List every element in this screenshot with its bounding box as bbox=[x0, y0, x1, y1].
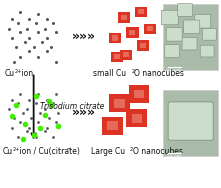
Text: ion / Cu(citrate): ion / Cu(citrate) bbox=[17, 147, 79, 156]
FancyBboxPatch shape bbox=[135, 7, 147, 17]
Text: 2: 2 bbox=[131, 69, 135, 74]
Text: 2+: 2+ bbox=[13, 147, 20, 152]
FancyBboxPatch shape bbox=[134, 89, 144, 99]
FancyBboxPatch shape bbox=[107, 121, 118, 130]
Text: »»»: »»» bbox=[72, 30, 96, 43]
FancyBboxPatch shape bbox=[129, 85, 149, 103]
Text: small Cu: small Cu bbox=[93, 69, 126, 78]
FancyBboxPatch shape bbox=[195, 14, 211, 28]
Text: O nanocubes: O nanocubes bbox=[133, 147, 183, 156]
FancyBboxPatch shape bbox=[202, 28, 216, 40]
Text: −: − bbox=[66, 147, 70, 152]
FancyBboxPatch shape bbox=[120, 50, 132, 60]
FancyBboxPatch shape bbox=[123, 52, 129, 57]
Text: 2: 2 bbox=[130, 147, 133, 152]
Text: 50 nm: 50 nm bbox=[167, 154, 181, 158]
FancyBboxPatch shape bbox=[114, 99, 124, 108]
FancyBboxPatch shape bbox=[138, 9, 144, 14]
FancyBboxPatch shape bbox=[166, 27, 182, 41]
Text: Large Cu: Large Cu bbox=[91, 147, 125, 156]
FancyBboxPatch shape bbox=[182, 37, 197, 50]
FancyBboxPatch shape bbox=[112, 36, 118, 41]
Text: Cu: Cu bbox=[5, 69, 15, 78]
FancyBboxPatch shape bbox=[132, 114, 142, 123]
Text: »»»: »»» bbox=[72, 106, 96, 119]
Text: Trisodium citrate: Trisodium citrate bbox=[40, 102, 105, 111]
Bar bbox=[163, 90, 218, 156]
FancyBboxPatch shape bbox=[140, 43, 147, 48]
FancyBboxPatch shape bbox=[164, 45, 179, 57]
FancyBboxPatch shape bbox=[109, 94, 130, 112]
FancyBboxPatch shape bbox=[114, 54, 120, 59]
FancyBboxPatch shape bbox=[109, 33, 121, 43]
Text: ion: ion bbox=[19, 69, 33, 78]
FancyBboxPatch shape bbox=[144, 24, 156, 34]
FancyBboxPatch shape bbox=[130, 30, 135, 35]
Text: O nanocubes: O nanocubes bbox=[134, 69, 184, 78]
Bar bbox=[163, 5, 218, 70]
FancyBboxPatch shape bbox=[161, 10, 178, 25]
FancyBboxPatch shape bbox=[178, 4, 193, 16]
FancyBboxPatch shape bbox=[126, 109, 147, 127]
Text: Cu: Cu bbox=[3, 147, 13, 156]
FancyBboxPatch shape bbox=[102, 117, 123, 135]
FancyBboxPatch shape bbox=[184, 20, 200, 34]
FancyBboxPatch shape bbox=[126, 27, 139, 38]
Text: 2+: 2+ bbox=[15, 69, 22, 74]
FancyBboxPatch shape bbox=[111, 52, 123, 62]
FancyBboxPatch shape bbox=[147, 26, 153, 31]
FancyBboxPatch shape bbox=[121, 15, 127, 20]
FancyBboxPatch shape bbox=[200, 45, 214, 57]
FancyBboxPatch shape bbox=[118, 12, 130, 23]
Text: 50 nm: 50 nm bbox=[167, 68, 181, 72]
FancyBboxPatch shape bbox=[168, 102, 213, 140]
FancyBboxPatch shape bbox=[137, 40, 149, 51]
